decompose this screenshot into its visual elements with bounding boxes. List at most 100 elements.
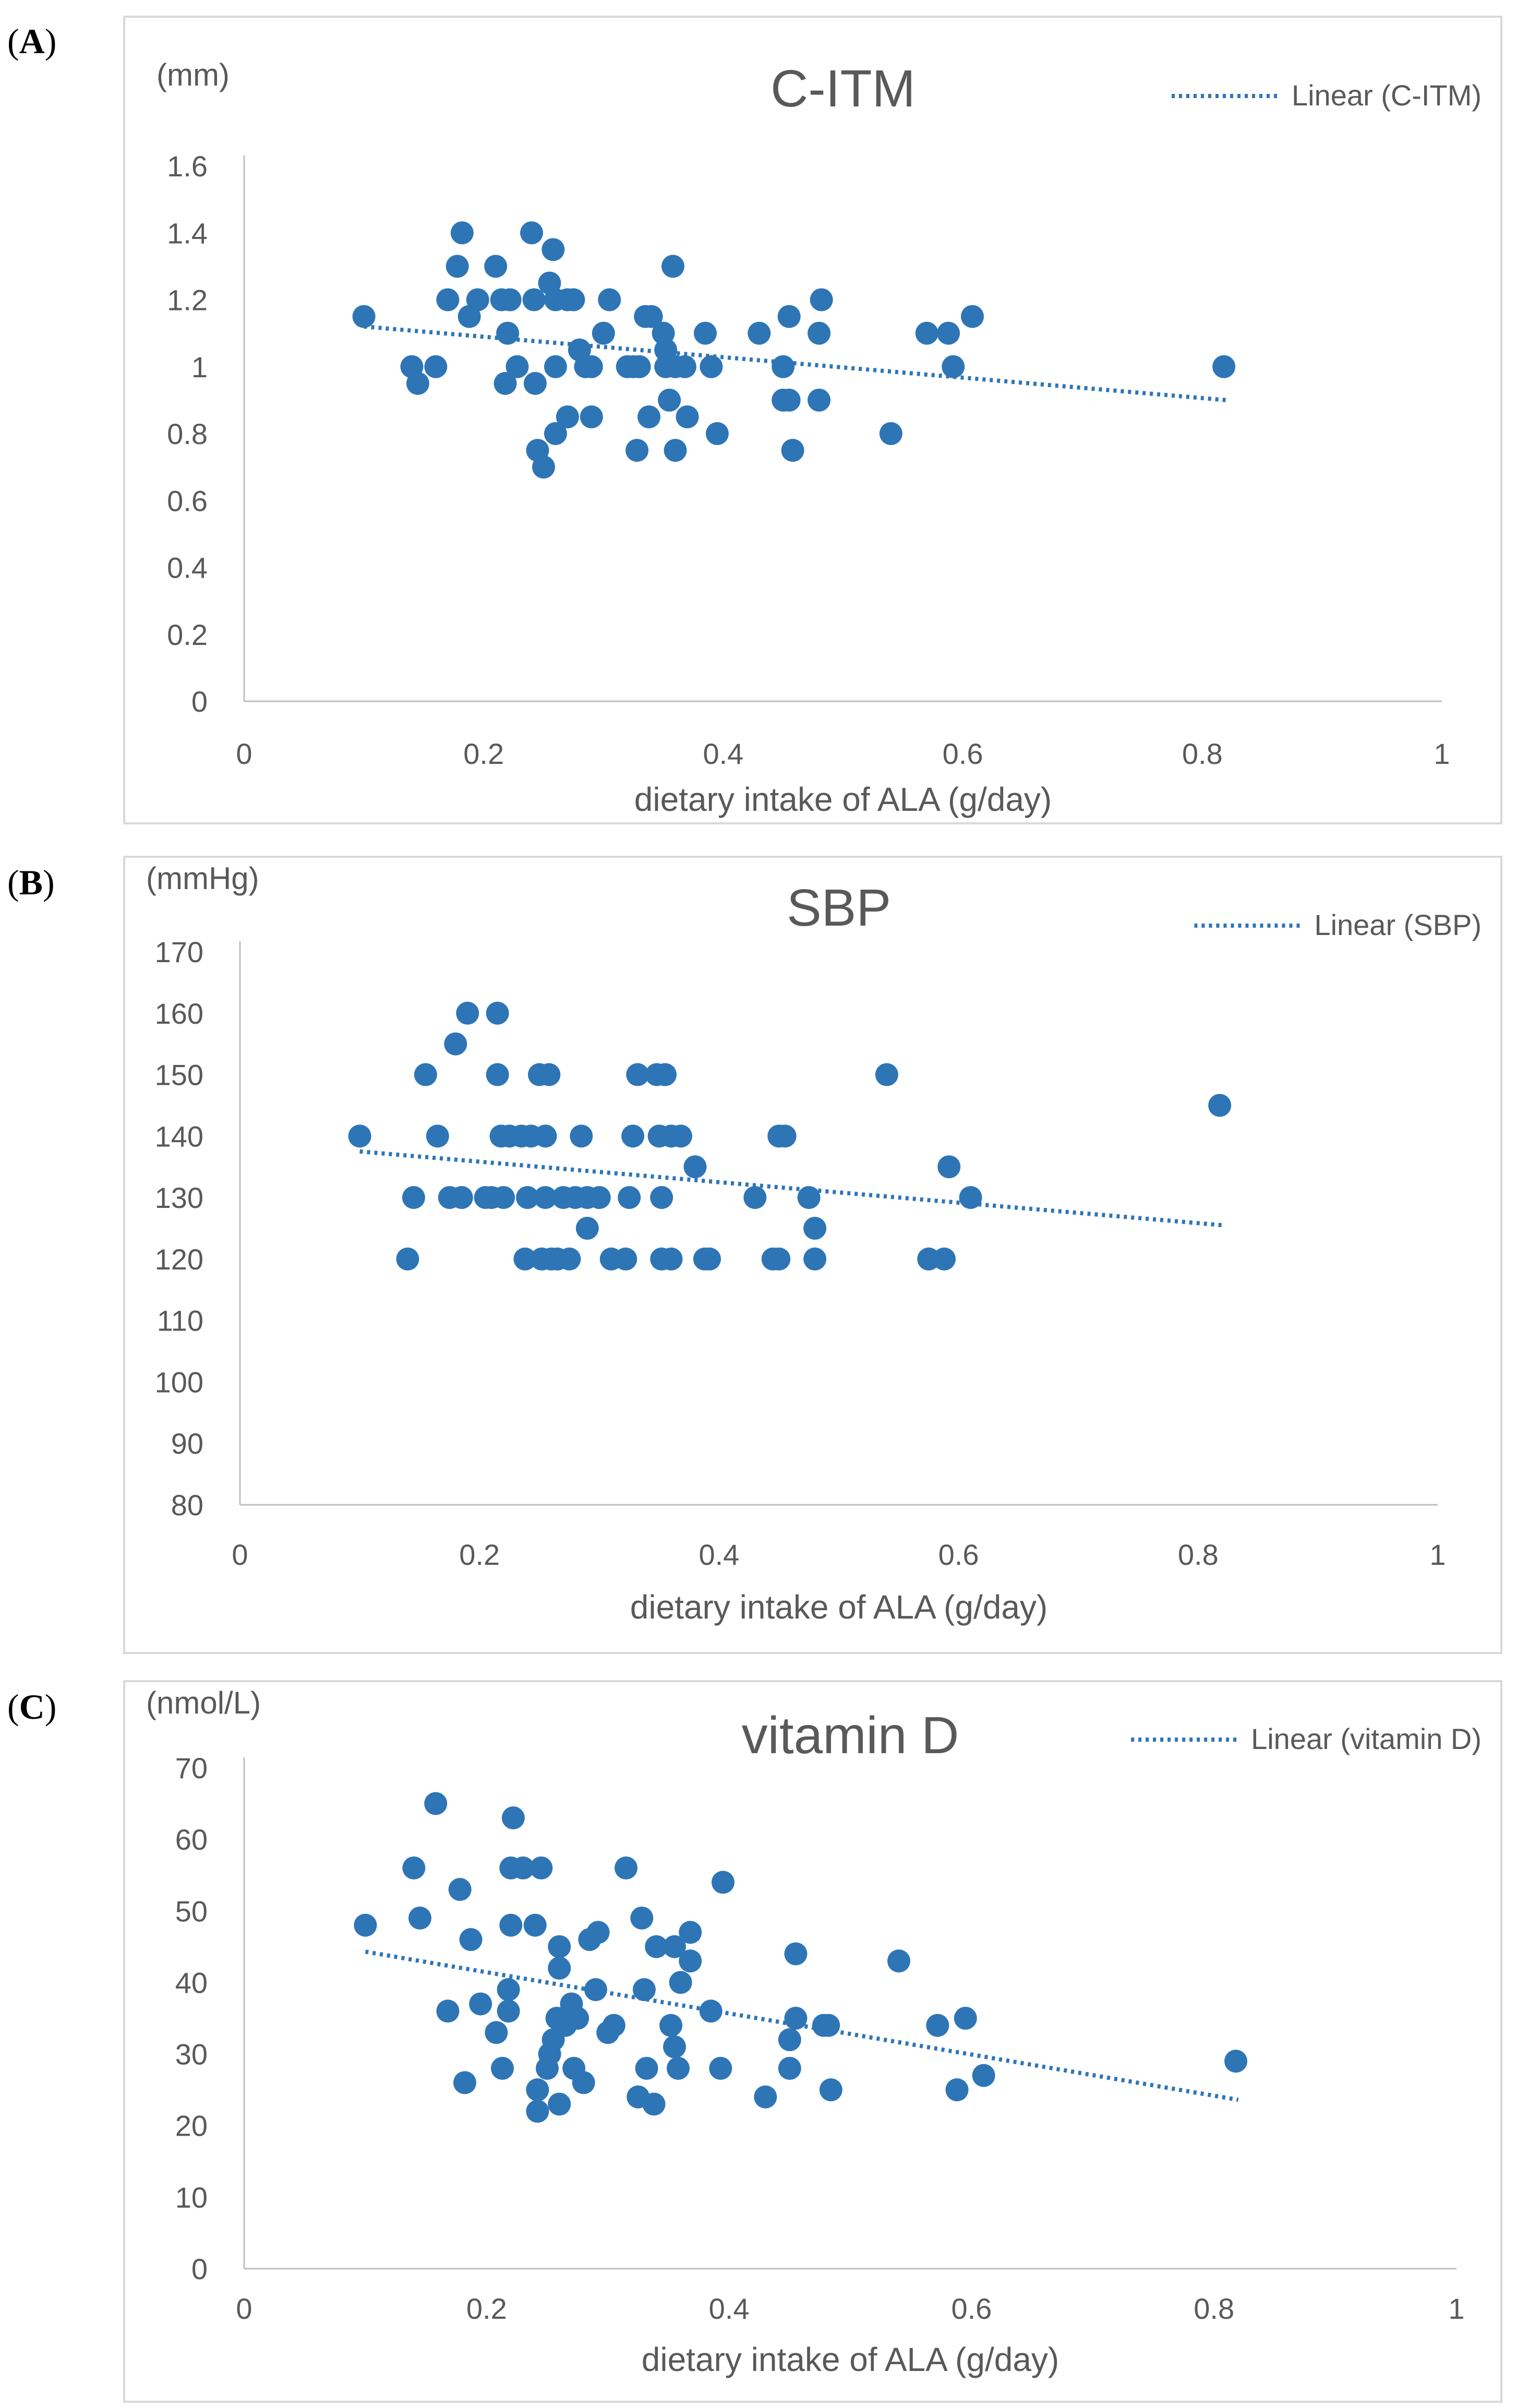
x-tick-label: 0.4	[703, 737, 743, 770]
data-point	[654, 338, 678, 362]
data-point	[406, 372, 429, 395]
y-tick-label: 160	[155, 997, 203, 1030]
data-point	[645, 1935, 668, 1958]
data-point	[635, 2057, 658, 2080]
data-point	[637, 405, 661, 428]
data-point	[628, 355, 651, 378]
data-point	[693, 321, 717, 345]
x-tick-label: 0.6	[943, 737, 983, 770]
data-point	[450, 1186, 473, 1209]
y-tick-label: 60	[175, 1823, 208, 1856]
x-axis-label: dietary intake of ALA (g/day)	[630, 1588, 1048, 1626]
data-point	[777, 388, 801, 412]
y-tick-label: 1.6	[167, 150, 208, 183]
data-point	[548, 2092, 571, 2116]
data-point	[459, 1928, 483, 1951]
x-axis-label: dietary intake of ALA (g/day)	[642, 2341, 1059, 2378]
data-point	[572, 2071, 595, 2094]
data-point	[570, 1124, 593, 1148]
y-tick-label: 110	[157, 1304, 203, 1337]
legend-label: Linear (SBP)	[1314, 908, 1482, 941]
data-point	[937, 1155, 961, 1179]
data-point	[523, 372, 547, 395]
panel-letter-b: (B)	[7, 862, 55, 902]
legend-label: Linear (vitamin D)	[1251, 1722, 1482, 1755]
x-tick-label: 0.8	[1182, 737, 1223, 770]
data-point	[511, 1856, 535, 1879]
data-point	[658, 388, 681, 412]
data-point	[513, 1247, 537, 1271]
data-point	[945, 2078, 969, 2102]
data-point	[526, 2078, 549, 2102]
y-tick-label: 0.2	[167, 618, 208, 651]
data-point	[705, 422, 729, 445]
x-tick-label: 0.6	[951, 2292, 992, 2325]
y-tick-label: 100	[155, 1365, 203, 1398]
data-point	[666, 2057, 690, 2080]
data-point	[652, 321, 675, 345]
data-point	[450, 221, 474, 245]
data-point	[933, 1247, 956, 1271]
data-point	[453, 2071, 476, 2094]
x-tick-label: 0.2	[463, 737, 504, 770]
data-point	[498, 288, 522, 312]
data-point	[586, 1921, 610, 1944]
data-point	[632, 1978, 656, 2002]
y-tick-label: 50	[175, 1895, 208, 1927]
x-tick-label: 0.4	[709, 2292, 750, 2325]
data-point	[630, 1907, 654, 1930]
data-point	[879, 422, 902, 445]
data-point	[937, 321, 960, 345]
data-point	[972, 2064, 995, 2087]
data-point	[679, 1949, 702, 1973]
data-point	[808, 388, 831, 412]
y-tick-label: 70	[175, 1752, 208, 1784]
y-tick-label: 120	[155, 1243, 203, 1276]
data-point	[781, 439, 804, 462]
data-point	[408, 1907, 431, 1930]
data-point	[537, 1063, 561, 1086]
data-point	[584, 1978, 607, 2002]
data-point	[618, 1186, 641, 1209]
y-tick-label: 140	[155, 1120, 203, 1153]
data-point	[664, 439, 687, 462]
y-unit-label: (mmHg)	[146, 861, 259, 896]
chart-panel-c-itm: 0 0.2 0.4 0.6 0.8 1 1.2 1.4 1.6 0 0.2 0.4 0.6 0.8 1 C-I…	[123, 16, 1502, 824]
data-point	[414, 1063, 437, 1086]
data-point	[1224, 2050, 1248, 2073]
data-point	[444, 1032, 467, 1056]
x-tick-label: 0.6	[938, 1538, 979, 1571]
data-point	[797, 1186, 821, 1209]
chart-c-itm: 0 0.2 0.4 0.6 0.8 1 1.2 1.4 1.6 0 0.2 0.4 0.6 0.8 1 C-I…	[156, 57, 1482, 818]
data-point	[544, 355, 567, 378]
y-tick-label: 1	[191, 351, 208, 384]
data-point	[436, 288, 460, 312]
data-point	[548, 1957, 571, 1980]
data-point	[700, 355, 723, 378]
x-tick-label: 0	[236, 2292, 252, 2325]
x-tick-label: 0.2	[459, 1538, 500, 1571]
data-point	[497, 1999, 520, 2023]
chart-sbp: 80 90 100 110 120 130 140 150 160 170 0 0.2 0.4 0.6 0.…	[146, 861, 1482, 1626]
data-point	[491, 2057, 514, 2080]
y-tick-label: 1.2	[167, 284, 208, 317]
data-point	[960, 305, 984, 328]
data-point	[711, 1871, 735, 1894]
data-point	[915, 321, 938, 345]
data-point	[743, 1186, 767, 1209]
data-point	[523, 1913, 547, 1937]
data-point	[654, 1063, 677, 1086]
y-tick-label: 20	[175, 2110, 208, 2142]
y-tick-label: 40	[175, 1966, 208, 1999]
chart-title: SBP	[787, 879, 891, 937]
data-point	[784, 2007, 808, 2030]
data-point	[522, 288, 546, 312]
data-point	[505, 355, 529, 378]
y-tick-label: 10	[175, 2181, 208, 2214]
data-point	[679, 1921, 702, 1944]
y-tick-label: 0	[191, 2253, 208, 2285]
y-tick-label: 1.4	[167, 217, 208, 249]
chart-panel-sbp: 80 90 100 110 120 130 140 150 160 170 0 0.2 0.4 0.6 0.…	[123, 856, 1502, 1654]
data-point	[640, 305, 663, 328]
y-tick-label: 80	[171, 1489, 203, 1522]
